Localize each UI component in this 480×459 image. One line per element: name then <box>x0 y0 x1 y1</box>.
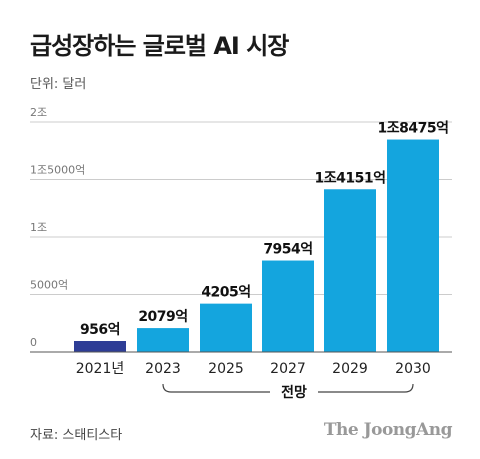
x-tick-label: 2021년 <box>76 361 125 377</box>
x-tick-label: 2025 <box>208 361 244 377</box>
y-tick-label: 1조 <box>30 221 47 234</box>
bar-value-label: 2079억 <box>138 309 187 325</box>
bar-value-label: 7954억 <box>263 242 312 258</box>
bar-value-label: 1조8475억 <box>378 121 449 137</box>
bar <box>137 328 189 352</box>
bar <box>74 341 126 352</box>
x-tick-label: 2030 <box>395 361 431 377</box>
bar <box>262 260 314 352</box>
forecast-bracket <box>162 383 414 393</box>
y-tick-label: 0 <box>30 336 37 349</box>
bar-value-label: 4205억 <box>201 285 250 301</box>
bar <box>324 189 376 352</box>
unit-label: 단위: 달러 <box>30 77 87 92</box>
bar-value-label: 1조4151억 <box>315 170 386 186</box>
x-tick-label: 2023 <box>145 361 181 377</box>
x-tick-label: 2027 <box>270 361 306 377</box>
source-label: 자료: 스태티스타 <box>30 428 123 443</box>
bar <box>200 303 252 352</box>
y-tick-label: 1조5000억 <box>30 164 85 177</box>
forecast-label: 전망 <box>281 384 307 401</box>
brand-logo: The JoongAng <box>323 420 453 440</box>
chart-title: 급성장하는 글로벌 AI 시장 <box>30 32 289 60</box>
bar <box>387 139 439 352</box>
y-tick-label: 2조 <box>30 106 47 119</box>
y-tick-label: 5000억 <box>30 279 68 292</box>
x-tick-label: 2029 <box>332 361 368 377</box>
bar-value-label: 956억 <box>80 322 120 338</box>
